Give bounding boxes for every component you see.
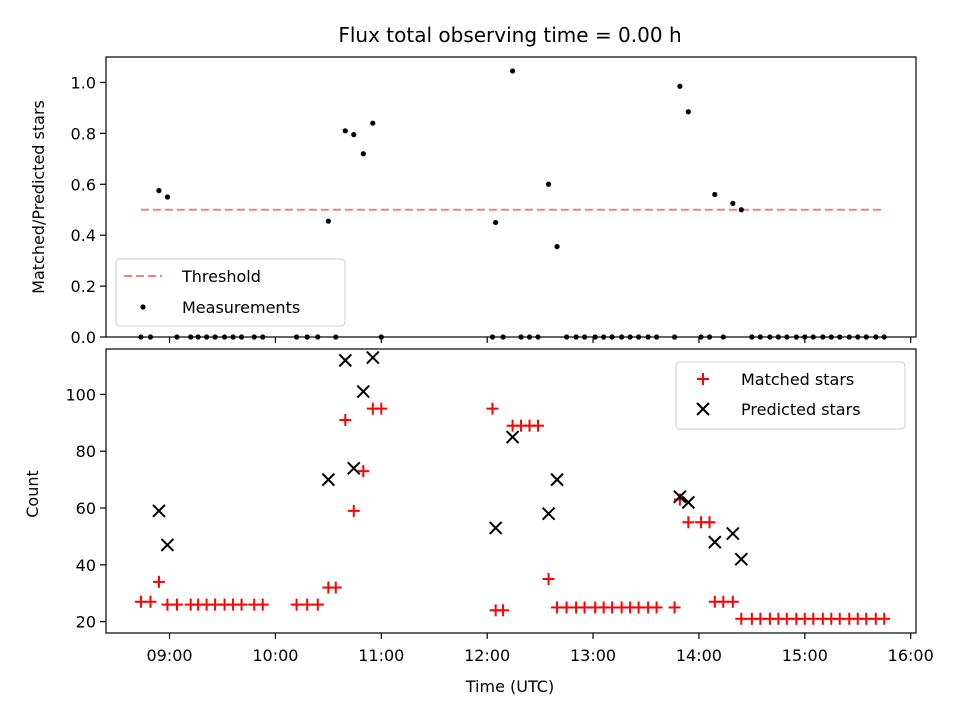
- matched-star-point: [290, 598, 303, 611]
- top-y-tick-label: 0.6: [71, 175, 96, 194]
- measurement-point: [712, 191, 718, 198]
- top-panel: Flux total observing time = 0.00 h Match…: [29, 23, 917, 347]
- predicted-star-point: [726, 526, 740, 541]
- top-ticks: 0.0 0.2 0.4 0.6 0.8 1.0: [71, 73, 912, 347]
- matched-star-point: [682, 516, 695, 529]
- bottom-y-tick-label: 20: [76, 613, 96, 632]
- matched-star-point: [329, 581, 342, 594]
- bottom-axes-frame: [105, 348, 917, 634]
- predicted-star-point: [505, 430, 520, 444]
- top-y-tick-label: 0.0: [71, 328, 96, 347]
- x-tick-label: 11:00: [358, 646, 404, 665]
- measurement-point: [351, 132, 357, 138]
- top-legend: Threshold Measurements: [115, 258, 346, 327]
- predicted-star-point: [550, 472, 564, 487]
- measurement-point: [156, 188, 162, 194]
- matched-star-point: [532, 419, 544, 432]
- measurement-point: [370, 120, 376, 126]
- matched-star-point: [347, 504, 360, 517]
- matched-star-point: [497, 604, 510, 617]
- predicted-legend-label: Predicted stars: [741, 400, 861, 419]
- top-legend-box: [115, 258, 346, 327]
- measurement-point: [738, 207, 744, 213]
- matched-star-point: [144, 595, 157, 608]
- matched-star-point: [703, 516, 716, 529]
- measurements-legend-handle: [140, 304, 146, 310]
- bottom-y-axis-label: Count: [23, 470, 42, 518]
- bottom-y-tick-label: 40: [76, 556, 96, 575]
- matched-star-point: [339, 414, 352, 426]
- measurement-point: [730, 200, 736, 206]
- x-tick-label: 14:00: [676, 646, 722, 665]
- matched-star-point: [542, 573, 555, 586]
- measurement-point: [342, 128, 348, 134]
- measurement-point: [360, 151, 366, 157]
- measurement-point: [554, 244, 560, 250]
- matched-star-point: [311, 598, 324, 611]
- predicted-star-point: [152, 504, 166, 518]
- x-tick-label: 16:00: [888, 646, 934, 665]
- measurement-point: [677, 83, 683, 89]
- predicted-star-point: [681, 495, 696, 510]
- x-axis-label: Time (UTC): [465, 677, 554, 696]
- threshold-legend-label: Threshold: [181, 267, 261, 286]
- measurement-point: [685, 109, 691, 115]
- measurement-point: [164, 194, 171, 200]
- measurements-legend-label: Measurements: [182, 298, 300, 317]
- matched-star-point: [235, 598, 248, 611]
- top-y-tick-label: 1.0: [71, 73, 96, 92]
- matched-star-point: [301, 598, 314, 611]
- x-tick-label: 15:00: [782, 646, 828, 665]
- x-tick-label: 12:00: [464, 646, 510, 665]
- bottom-plot-area: [134, 350, 891, 625]
- matched-star-point: [650, 601, 663, 614]
- matched-star-point: [735, 612, 748, 625]
- bottom-ticks: 20 40 60 80 100 09:00 10:00 11:00 12:00 13:00 14:0…: [65, 385, 933, 665]
- predicted-star-point: [366, 350, 380, 365]
- predicted-star-point: [488, 521, 503, 535]
- predicted-star-point: [321, 472, 336, 487]
- measurement-point: [325, 218, 331, 224]
- matched-legend-handle: [697, 373, 709, 385]
- matched-star-point: [486, 402, 499, 415]
- predicted-star-point: [541, 507, 556, 521]
- matched-star-point: [726, 595, 739, 608]
- top-axes-frame: [105, 56, 917, 338]
- bottom-legend-box: [675, 361, 906, 430]
- matched-star-point: [668, 601, 681, 614]
- matched-star-point: [578, 601, 591, 614]
- matched-star-point: [170, 598, 183, 611]
- bottom-panel: Count Time (UTC) 20 40 60 80 100 09:00 10:00 11…: [23, 348, 934, 696]
- x-tick-label: 09:00: [146, 646, 192, 665]
- matched-star-point: [375, 402, 388, 415]
- predicted-star-point: [160, 538, 175, 552]
- top-y-tick-label: 0.2: [71, 277, 96, 296]
- top-y-tick-label: 0.8: [71, 124, 96, 143]
- bottom-y-tick-label: 60: [76, 499, 96, 518]
- predicted-star-point: [708, 535, 722, 549]
- measurement-point: [509, 68, 516, 74]
- top-y-axis-label: Matched/Predicted stars: [29, 100, 48, 294]
- bottom-y-tick-label: 80: [76, 442, 96, 461]
- predicted-star-point: [347, 461, 361, 475]
- matched-star-point: [152, 575, 165, 588]
- x-tick-label: 13:00: [570, 646, 616, 665]
- matched-star-point: [357, 465, 370, 478]
- matched-star-point: [256, 598, 269, 611]
- top-y-tick-label: 0.4: [71, 226, 96, 245]
- x-tick-label: 10:00: [252, 646, 298, 665]
- predicted-star-point: [673, 489, 687, 504]
- chart-title: Flux total observing time = 0.00 h: [338, 23, 681, 47]
- measurement-point: [545, 181, 552, 187]
- predicted-legend-handle: [696, 402, 710, 416]
- matched-star-point: [878, 612, 891, 625]
- measurement-point: [493, 219, 499, 226]
- bottom-legend: Matched stars Predicted stars: [675, 361, 906, 430]
- bottom-y-tick-label: 100: [65, 385, 96, 404]
- predicted-star-point: [338, 353, 353, 368]
- matched-legend-label: Matched stars: [741, 370, 854, 389]
- predicted-star-point: [734, 552, 749, 566]
- predicted-star-point: [356, 384, 371, 399]
